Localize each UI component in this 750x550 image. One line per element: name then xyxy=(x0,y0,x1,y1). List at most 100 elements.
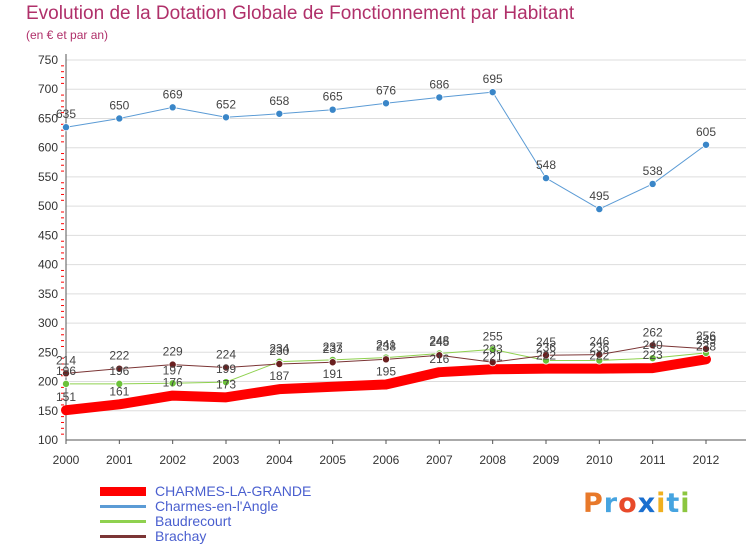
x-tick-label: 2005 xyxy=(319,453,346,467)
data-label: 233 xyxy=(483,342,503,356)
data-label: 676 xyxy=(376,83,396,97)
chart-legend: CHARMES-LA-GRANDE Charmes-en-l'Angle Baudr… xyxy=(100,483,400,544)
data-point xyxy=(62,369,71,378)
data-point xyxy=(381,99,390,108)
data-point xyxy=(435,93,444,102)
y-tick-label: 700 xyxy=(38,82,58,96)
y-tick-label: 500 xyxy=(38,199,58,213)
data-label: 652 xyxy=(216,97,236,111)
data-point xyxy=(648,354,657,363)
legend-swatch xyxy=(100,520,146,523)
data-label: 230 xyxy=(269,344,289,358)
data-point xyxy=(168,379,177,388)
legend-item: Charmes-en-l'Angle xyxy=(100,498,400,514)
legend-item: Baudrecourt xyxy=(100,513,400,529)
data-label: 669 xyxy=(163,87,183,101)
data-point xyxy=(221,378,230,387)
data-label: 151 xyxy=(56,390,76,404)
y-tick-label: 100 xyxy=(38,433,58,447)
legend-label: Brachay xyxy=(155,528,207,544)
data-label: 197 xyxy=(163,363,183,377)
data-label: 224 xyxy=(216,348,236,362)
y-tick-label: 750 xyxy=(38,53,58,67)
data-label: 236 xyxy=(536,340,556,354)
data-label: 255 xyxy=(483,329,503,343)
legend-swatch xyxy=(100,535,146,538)
y-tick-label: 200 xyxy=(38,375,58,389)
data-point xyxy=(488,345,497,354)
data-label: 187 xyxy=(269,369,289,383)
legend-swatch xyxy=(100,487,146,496)
data-label: 658 xyxy=(269,94,289,108)
series-line-1 xyxy=(65,91,707,210)
chart-subtitle: (en € et par an) xyxy=(26,28,109,42)
data-label: 222 xyxy=(589,349,609,363)
data-point xyxy=(435,351,444,360)
data-point xyxy=(328,358,337,367)
data-label: 249 xyxy=(696,333,716,347)
logo-letter: r xyxy=(603,488,619,519)
data-label: 216 xyxy=(429,352,449,366)
x-tick-label: 2012 xyxy=(693,453,720,467)
y-tick-label: 650 xyxy=(38,111,58,125)
legend-item: Brachay xyxy=(100,528,400,544)
data-label: 538 xyxy=(643,164,663,178)
data-point xyxy=(168,360,177,369)
x-tick-label: 2003 xyxy=(213,453,240,467)
data-label: 635 xyxy=(56,107,76,121)
data-label: 238 xyxy=(376,339,396,353)
x-tick-label: 2000 xyxy=(53,453,80,467)
x-tick-label: 2004 xyxy=(266,453,293,467)
data-label: 245 xyxy=(536,335,556,349)
data-label: 234 xyxy=(269,342,289,356)
logo-letter: i xyxy=(680,488,691,519)
legend-swatch xyxy=(100,505,146,508)
data-point xyxy=(115,364,124,373)
x-tick-label: 2010 xyxy=(586,453,613,467)
x-tick-label: 2001 xyxy=(106,453,133,467)
data-label: 650 xyxy=(109,98,129,112)
series-line-0 xyxy=(61,354,711,416)
x-tick-label: 2002 xyxy=(159,453,186,467)
data-label: 246 xyxy=(589,335,609,349)
data-label: 665 xyxy=(323,90,343,104)
logo-letter: i xyxy=(656,488,667,519)
x-tick-label: 2011 xyxy=(640,453,666,467)
logo-letter: P xyxy=(583,488,604,519)
logo-letter: t xyxy=(666,488,681,519)
data-point xyxy=(221,363,230,372)
x-tick-label: 2006 xyxy=(373,453,400,467)
data-label: 495 xyxy=(589,189,609,203)
data-point xyxy=(648,179,657,188)
data-label: 686 xyxy=(429,77,449,91)
data-label: 196 xyxy=(109,364,129,378)
legend-label: CHARMES-LA-GRANDE xyxy=(155,483,312,499)
data-point xyxy=(381,355,390,364)
data-label: 237 xyxy=(323,340,343,354)
data-point xyxy=(221,113,230,122)
data-label: 161 xyxy=(109,384,129,398)
data-label: 245 xyxy=(429,335,449,349)
data-label: 199 xyxy=(216,362,236,376)
data-point xyxy=(648,341,657,350)
y-tick-label: 250 xyxy=(38,345,58,359)
data-label: 195 xyxy=(376,364,396,378)
data-point xyxy=(542,174,551,183)
data-point xyxy=(275,359,284,368)
data-label: 173 xyxy=(216,377,236,391)
data-point xyxy=(488,88,497,97)
data-label: 238 xyxy=(696,339,716,353)
data-label: 695 xyxy=(483,72,503,86)
data-label: 605 xyxy=(696,125,716,139)
data-point xyxy=(168,103,177,112)
data-point xyxy=(328,105,337,114)
legend-label: Charmes-en-l'Angle xyxy=(155,498,279,514)
data-point xyxy=(62,379,71,388)
data-point xyxy=(595,350,604,359)
data-point xyxy=(115,114,124,123)
data-point xyxy=(115,379,124,388)
data-label: 240 xyxy=(643,338,663,352)
data-point xyxy=(488,358,497,367)
legend-label: Baudrecourt xyxy=(155,513,232,529)
